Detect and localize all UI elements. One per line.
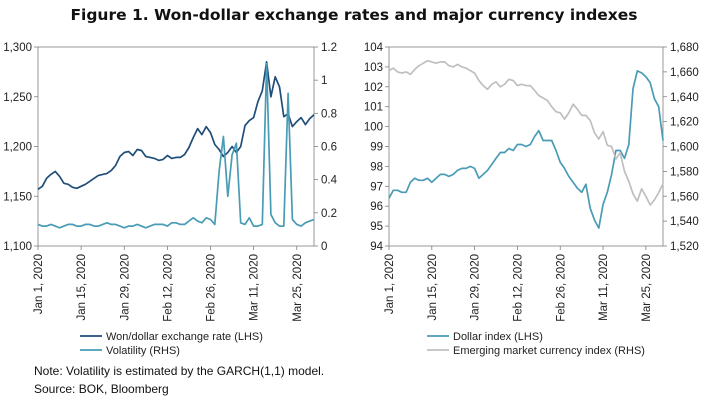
- chart-note: Note: Volatility is estimated by the GAR…: [34, 364, 325, 378]
- x-tick-label: Jan 1, 2020: [384, 254, 396, 314]
- y-right-tick-label: 0.6: [321, 142, 337, 154]
- y-left-tick-label: 1,150: [3, 191, 32, 203]
- y-right-tick-label: 1,660: [670, 67, 699, 79]
- y-left-tick-label: 101: [364, 102, 383, 114]
- y-left-tick-label: 1,250: [3, 92, 32, 104]
- x-tick-label: Feb 12, 2020: [512, 254, 524, 322]
- series-line-1: [37, 61, 315, 190]
- x-tick-label: Mar 11, 2020: [249, 254, 261, 321]
- legend-label: Volatility (RHS): [106, 345, 180, 357]
- x-tick-label: Mar 25, 2020: [292, 254, 304, 322]
- x-tick-label: Feb 26, 2020: [555, 254, 567, 322]
- y-right-tick-label: 0.8: [321, 108, 337, 120]
- y-right-tick-label: 1.2: [321, 42, 337, 54]
- x-tick-label: Jan 1, 2020: [33, 254, 45, 314]
- y-right-tick-label: 1,620: [670, 117, 699, 129]
- y-right-tick-label: 1,640: [670, 92, 699, 104]
- x-tick-label: Mar 11, 2020: [598, 254, 610, 321]
- y-right-tick-label: 1: [321, 75, 327, 87]
- x-tick-label: Jan 15, 2020: [427, 254, 439, 321]
- y-right-tick-label: 1,580: [670, 166, 699, 178]
- y-left-tick-label: 1,300: [3, 42, 32, 54]
- legend-label: Won/dollar exchange rate (LHS): [106, 331, 263, 343]
- x-tick-label: Feb 26, 2020: [206, 254, 218, 322]
- chart-right-currency-indexes: 94 95 96 97 98 99 100 101 102 103 104 1,520 1,540 1,5…: [364, 42, 699, 357]
- y-right-tick-label: 1,560: [670, 191, 699, 203]
- y-left-tick-label: 95: [370, 221, 383, 233]
- y-right-tick-label: 1,680: [670, 42, 699, 54]
- x-tick-label: Jan 15, 2020: [76, 254, 88, 321]
- series-line-2: [37, 62, 315, 229]
- y-left-tick-label: 97: [370, 181, 383, 193]
- legend-label: Emerging market currency index (RHS): [453, 345, 645, 357]
- x-tick-label: Jan 29, 2020: [470, 254, 482, 321]
- series-line-1: [388, 70, 664, 229]
- y-left-tick-label: 1,100: [3, 241, 32, 253]
- y-right-tick-label: 0: [321, 241, 327, 253]
- y-right-tick-label: 0.2: [321, 208, 337, 220]
- y-right-tick-label: 1,600: [670, 142, 699, 154]
- y-left-tick-label: 96: [370, 201, 383, 213]
- y-right-tick-label: 0.4: [321, 175, 338, 187]
- figure-title: Figure 1. Won-dollar exchange rates and …: [70, 6, 638, 24]
- y-left-tick-label: 103: [364, 62, 383, 74]
- y-left-tick-label: 100: [364, 122, 383, 134]
- x-tick-label: Jan 29, 2020: [119, 254, 131, 321]
- series-line-2: [388, 59, 664, 206]
- y-left-tick-label: 104: [364, 42, 384, 54]
- y-right-tick-label: 1,520: [670, 241, 699, 253]
- x-tick-label: Feb 12, 2020: [162, 254, 174, 322]
- y-left-tick-label: 102: [364, 82, 383, 94]
- y-right-tick-label: 1,540: [670, 216, 699, 228]
- x-tick-label: Mar 25, 2020: [641, 254, 653, 322]
- y-left-tick-label: 99: [370, 142, 383, 154]
- legend-label: Dollar index (LHS): [453, 331, 543, 343]
- chart-source: Source: BOK, Bloomberg: [34, 382, 169, 396]
- chart-left-exchange-rate: 1,100 1,150 1,200 1,250 1,300 0 0.2 0.4 0.6 0.8 1 1…: [3, 42, 338, 357]
- y-left-tick-label: 1,200: [3, 142, 32, 154]
- y-left-tick-label: 94: [370, 241, 383, 253]
- y-left-tick-label: 98: [370, 161, 383, 173]
